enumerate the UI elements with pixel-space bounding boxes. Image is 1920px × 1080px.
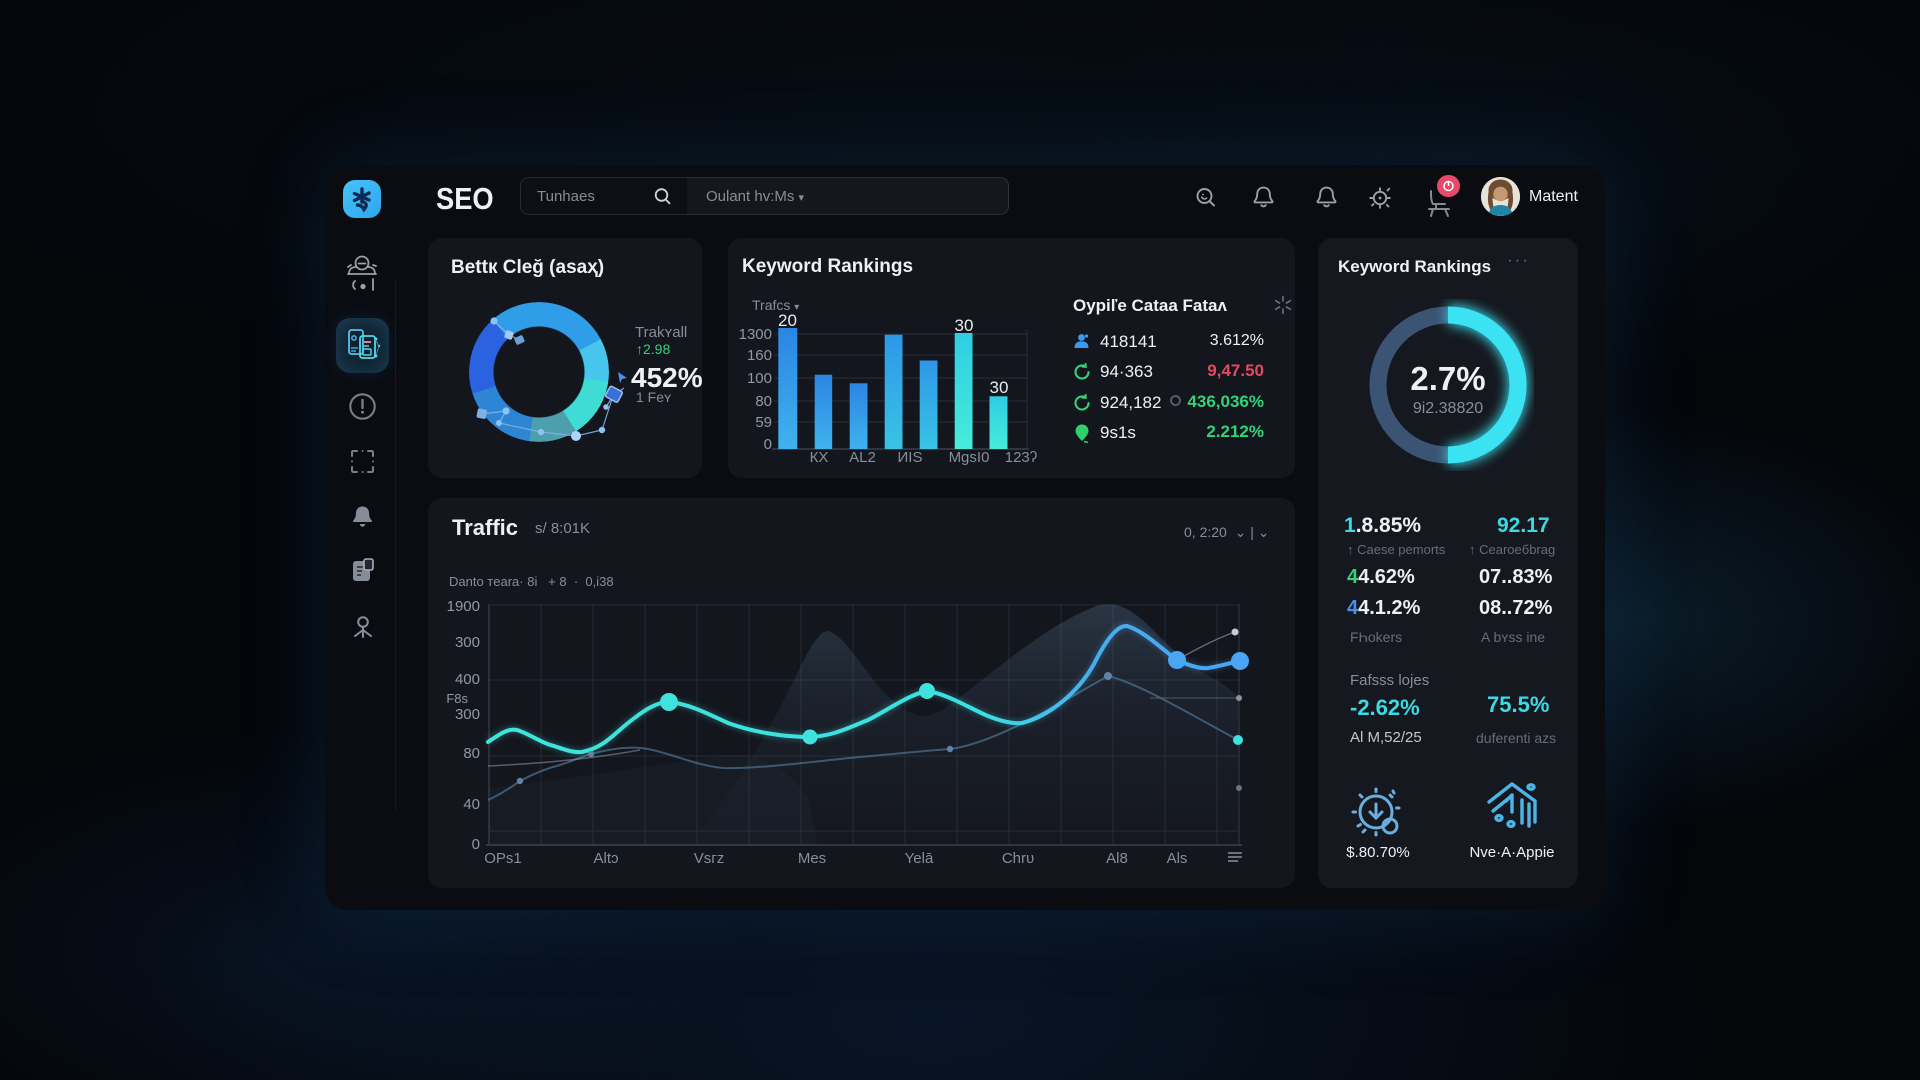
- svg-text:100: 100: [747, 370, 772, 387]
- svg-text:0: 0: [472, 836, 480, 853]
- svg-text:160: 160: [747, 347, 772, 364]
- svg-text:123ʔ: 123ʔ: [1005, 449, 1038, 466]
- svg-text:1300: 1300: [739, 326, 772, 343]
- svg-text:20: 20: [778, 311, 797, 330]
- svg-text:Al8: Al8: [1106, 850, 1128, 867]
- svg-text:40: 40: [463, 796, 480, 813]
- svg-text:0: 0: [764, 436, 772, 453]
- svg-text:ИIS: ИIS: [898, 449, 923, 466]
- svg-text:80: 80: [755, 393, 772, 410]
- svg-text:Chrυ: Chrυ: [1002, 850, 1034, 867]
- svg-text:30: 30: [990, 378, 1009, 397]
- svg-text:59: 59: [755, 414, 772, 431]
- svg-text:Yelа̄: Yelа̄: [905, 850, 934, 867]
- svg-text:Vѕгz: Vѕгz: [694, 850, 724, 867]
- svg-text:400: 400: [455, 671, 480, 688]
- svg-text:Mes: Mes: [798, 850, 826, 867]
- svg-text:Alѕ: Alѕ: [1167, 850, 1188, 867]
- svg-text:КX: КX: [810, 449, 829, 466]
- svg-text:1900: 1900: [447, 598, 480, 615]
- svg-text:F8ѕ: F8ѕ: [446, 691, 468, 706]
- svg-text:300: 300: [455, 706, 480, 723]
- svg-text:Altɔ: Altɔ: [593, 850, 618, 867]
- svg-text:OPѕ1: OPѕ1: [484, 850, 522, 867]
- svg-text:AL2: AL2: [849, 449, 876, 466]
- svg-text:MgsІ0: MgsІ0: [949, 449, 990, 466]
- svg-text:300: 300: [455, 634, 480, 651]
- svg-text:30: 30: [955, 316, 974, 335]
- svg-text:80: 80: [463, 745, 480, 762]
